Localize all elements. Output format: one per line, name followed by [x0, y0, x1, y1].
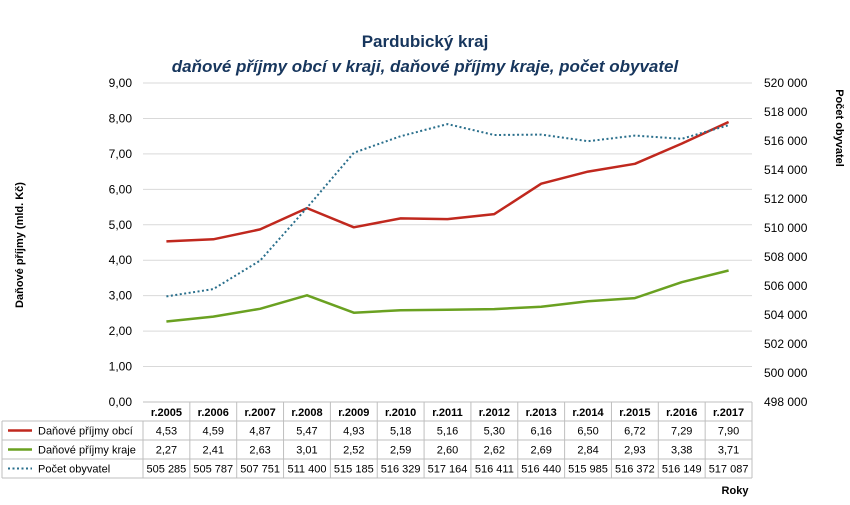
data-label: 2,62	[484, 445, 505, 457]
data-label: 4,53	[156, 426, 177, 438]
data-label: 516 329	[381, 464, 421, 476]
y-tick-left: 0,00	[109, 395, 133, 409]
y-tick-left: 7,00	[109, 147, 133, 161]
y-tick-left: 3,00	[109, 289, 133, 303]
y-tick-left: 1,00	[109, 360, 133, 374]
chart-title: Pardubický kraj	[362, 32, 489, 51]
series-line-2	[166, 123, 729, 298]
data-table: r.2005 r.2006 r.2007 r.2008 r.2009 r.2010 r.20…	[1, 401, 753, 479]
category-label: r.2007	[245, 407, 276, 419]
series-line-0	[166, 120, 730, 243]
category-label: r.2005	[151, 407, 182, 419]
y-tick-right: 514 000	[764, 163, 808, 177]
data-label: 3,71	[718, 445, 739, 457]
data-label: 5,47	[296, 426, 317, 438]
data-label: 2,60	[437, 445, 458, 457]
series-lines	[166, 120, 730, 323]
data-label: 5,30	[484, 426, 505, 438]
legend-label: Počet obyvatel	[38, 464, 110, 476]
data-label: 4,93	[343, 426, 364, 438]
data-label: 515 985	[568, 464, 608, 476]
category-label: r.2012	[479, 407, 510, 419]
y-tick-right: 508 000	[764, 250, 808, 264]
category-label: r.2015	[619, 407, 650, 419]
y-tick-right: 506 000	[764, 279, 808, 293]
data-label: 6,16	[530, 426, 551, 438]
category-label: r.2017	[713, 407, 744, 419]
data-label: 516 372	[615, 464, 655, 476]
y-tick-left: 2,00	[109, 324, 133, 338]
y-tick-right: 498 000	[764, 395, 808, 409]
data-label: 2,59	[390, 445, 411, 457]
x-axis-label: Roky	[722, 485, 750, 497]
data-label: 5,18	[390, 426, 411, 438]
y-tick-right: 520 000	[764, 76, 808, 90]
category-label: r.2006	[198, 407, 229, 419]
y-tick-left: 8,00	[109, 111, 133, 125]
y-tick-right: 504 000	[764, 308, 808, 322]
data-label: 505 787	[193, 464, 233, 476]
data-label: 3,38	[671, 445, 692, 457]
category-label: r.2009	[338, 407, 369, 419]
y-tick-right: 512 000	[764, 192, 808, 206]
category-label: r.2011	[432, 407, 463, 419]
data-label: 7,90	[718, 426, 739, 438]
category-label: r.2014	[572, 407, 604, 419]
data-label: 4,87	[249, 426, 270, 438]
y-axis-right-label: Počet obyvatel	[833, 89, 845, 167]
y-tick-left: 9,00	[109, 76, 133, 90]
y-tick-right: 518 000	[764, 105, 808, 119]
data-label: 2,41	[203, 445, 224, 457]
y-tick-right: 510 000	[764, 221, 808, 235]
category-label: r.2016	[666, 407, 697, 419]
data-label: 2,69	[530, 445, 551, 457]
y-tick-left: 4,00	[109, 253, 133, 267]
category-label: r.2013	[526, 407, 557, 419]
gridlines	[143, 82, 752, 403]
data-label: 517 164	[428, 464, 468, 476]
y-axis-left-label: Daňové příjmy (mld. Kč)	[14, 182, 26, 308]
y-ticks-left: 0,00 1,00 2,00 3,00 4,00 5,00 6,00 7,00 8,00 9,00	[109, 76, 133, 409]
series-line-1	[166, 269, 729, 323]
data-label: 515 185	[334, 464, 374, 476]
y-ticks-right: 498 000 500 000 502 000 504 000 506 000 508 0…	[764, 76, 808, 409]
legend-label: Daňové příjmy kraje	[38, 445, 136, 457]
data-label: 511 400	[287, 464, 326, 476]
data-label: 4,59	[203, 426, 224, 438]
y-tick-right: 500 000	[764, 366, 808, 380]
data-label: 2,52	[343, 445, 364, 457]
y-tick-right: 516 000	[764, 134, 808, 148]
y-tick-left: 5,00	[109, 218, 133, 232]
legend-label: Daňové příjmy obcí	[38, 426, 133, 438]
data-label: 516 440	[521, 464, 561, 476]
category-label: r.2008	[291, 407, 322, 419]
data-label: 7,29	[671, 426, 692, 438]
data-label: 505 285	[147, 464, 187, 476]
y-tick-right: 502 000	[764, 337, 808, 351]
data-label: 2,63	[249, 445, 270, 457]
data-label: 2,84	[577, 445, 598, 457]
data-label: 3,01	[296, 445, 317, 457]
data-label: 6,50	[577, 426, 598, 438]
category-label: r.2010	[385, 407, 416, 419]
data-label: 516 149	[662, 464, 702, 476]
data-label: 6,72	[624, 426, 645, 438]
data-label: 2,93	[624, 445, 645, 457]
data-label: 2,27	[156, 445, 177, 457]
data-label: 507 751	[240, 464, 280, 476]
data-label: 517 087	[709, 464, 749, 476]
data-label: 516 411	[475, 464, 514, 476]
data-label: 5,16	[437, 426, 458, 438]
chart-subtitle: daňové příjmy obcí v kraji, daňové příjm…	[172, 57, 680, 76]
y-tick-left: 6,00	[109, 182, 133, 196]
